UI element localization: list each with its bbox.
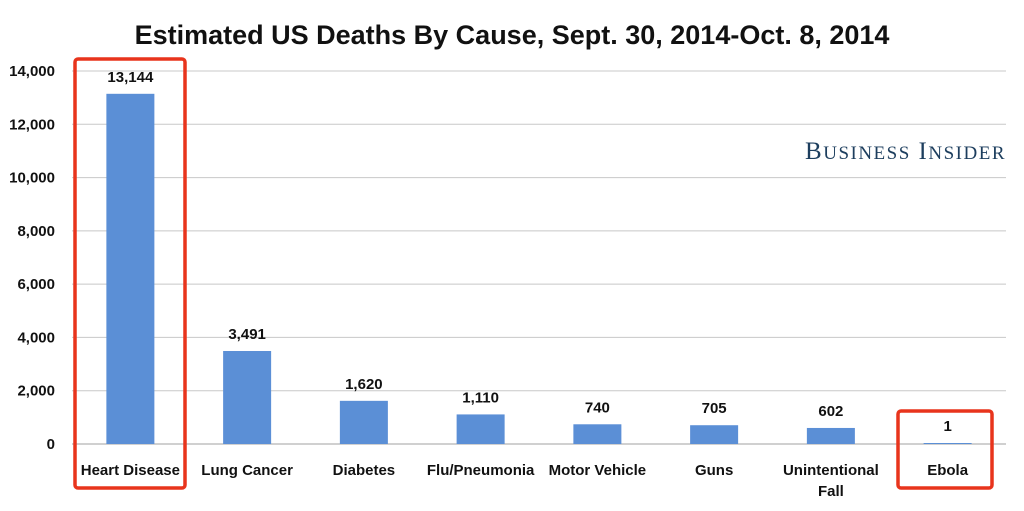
bar (456, 414, 505, 444)
category-label: Unintentional Fall (783, 462, 879, 500)
category-label: Motor Vehicle (549, 462, 647, 479)
category-label: Lung Cancer (201, 462, 293, 479)
chart-title: Estimated US Deaths By Cause, Sept. 30, … (135, 20, 890, 50)
category-label: Ebola (927, 462, 968, 479)
bar (223, 350, 272, 444)
business-insider-logo: BUSINESS INSIDER (805, 138, 1006, 165)
y-axis: 0 2,000 4,000 6,000 8,000 10,000 12,000 14,000 (9, 63, 55, 453)
y-tick-label: 12,000 (9, 116, 55, 133)
data-label: 13,144 (107, 69, 154, 86)
y-tick-label: 10,000 (9, 170, 55, 187)
category-label-line: Motor Vehicle (549, 462, 647, 479)
data-label: 705 (702, 400, 727, 417)
bar (339, 400, 388, 444)
highlight-box (896, 409, 994, 490)
logo-smallcaps: USINESS (823, 143, 911, 164)
bar (106, 93, 155, 445)
category-label-line: Ebola (927, 462, 968, 479)
category-label: Flu/Pneumonia (427, 462, 535, 479)
logo-smallcaps: NSIDER (928, 143, 1006, 164)
category-label-line: Flu/Pneumonia (427, 462, 535, 479)
data-label: 1,110 (462, 389, 499, 406)
y-tick-label: 4,000 (17, 329, 55, 346)
category-label: Heart Disease (81, 462, 180, 479)
x-axis: Heart Disease Lung Cancer Diabetes Flu/Pneu… (81, 462, 969, 500)
bar (573, 424, 622, 444)
y-tick-label: 14,000 (9, 63, 55, 80)
bar (690, 425, 739, 444)
category-label-line: Lung Cancer (201, 462, 293, 479)
category-label: Diabetes (333, 462, 396, 479)
category-label-line: Guns (695, 462, 733, 479)
y-tick-label: 8,000 (17, 223, 55, 240)
data-label: 3,491 (228, 326, 266, 343)
bar (923, 443, 972, 444)
gridlines (72, 70, 1006, 445)
data-label: 602 (818, 403, 843, 420)
data-labels: 13,144 3,491 1,620 1,110 740 705 602 1 (107, 69, 951, 435)
y-tick-label: 0 (47, 436, 55, 453)
y-tick-label: 6,000 (17, 276, 55, 293)
data-label: 1 (943, 418, 951, 435)
category-label-line: Heart Disease (81, 462, 180, 479)
highlight-boxes (73, 57, 994, 490)
y-tick-label: 2,000 (17, 383, 55, 400)
data-label: 740 (585, 399, 610, 416)
category-label-line: Fall (818, 483, 844, 500)
category-label-line: Diabetes (333, 462, 396, 479)
highlight-box (73, 57, 187, 490)
category-label-line: Unintentional (783, 462, 879, 479)
logo-capital: B (805, 138, 823, 165)
logo-capital: I (911, 138, 929, 165)
bars (106, 93, 972, 445)
data-label: 1,620 (345, 376, 383, 393)
bar (806, 427, 855, 444)
category-label: Guns (695, 462, 733, 479)
